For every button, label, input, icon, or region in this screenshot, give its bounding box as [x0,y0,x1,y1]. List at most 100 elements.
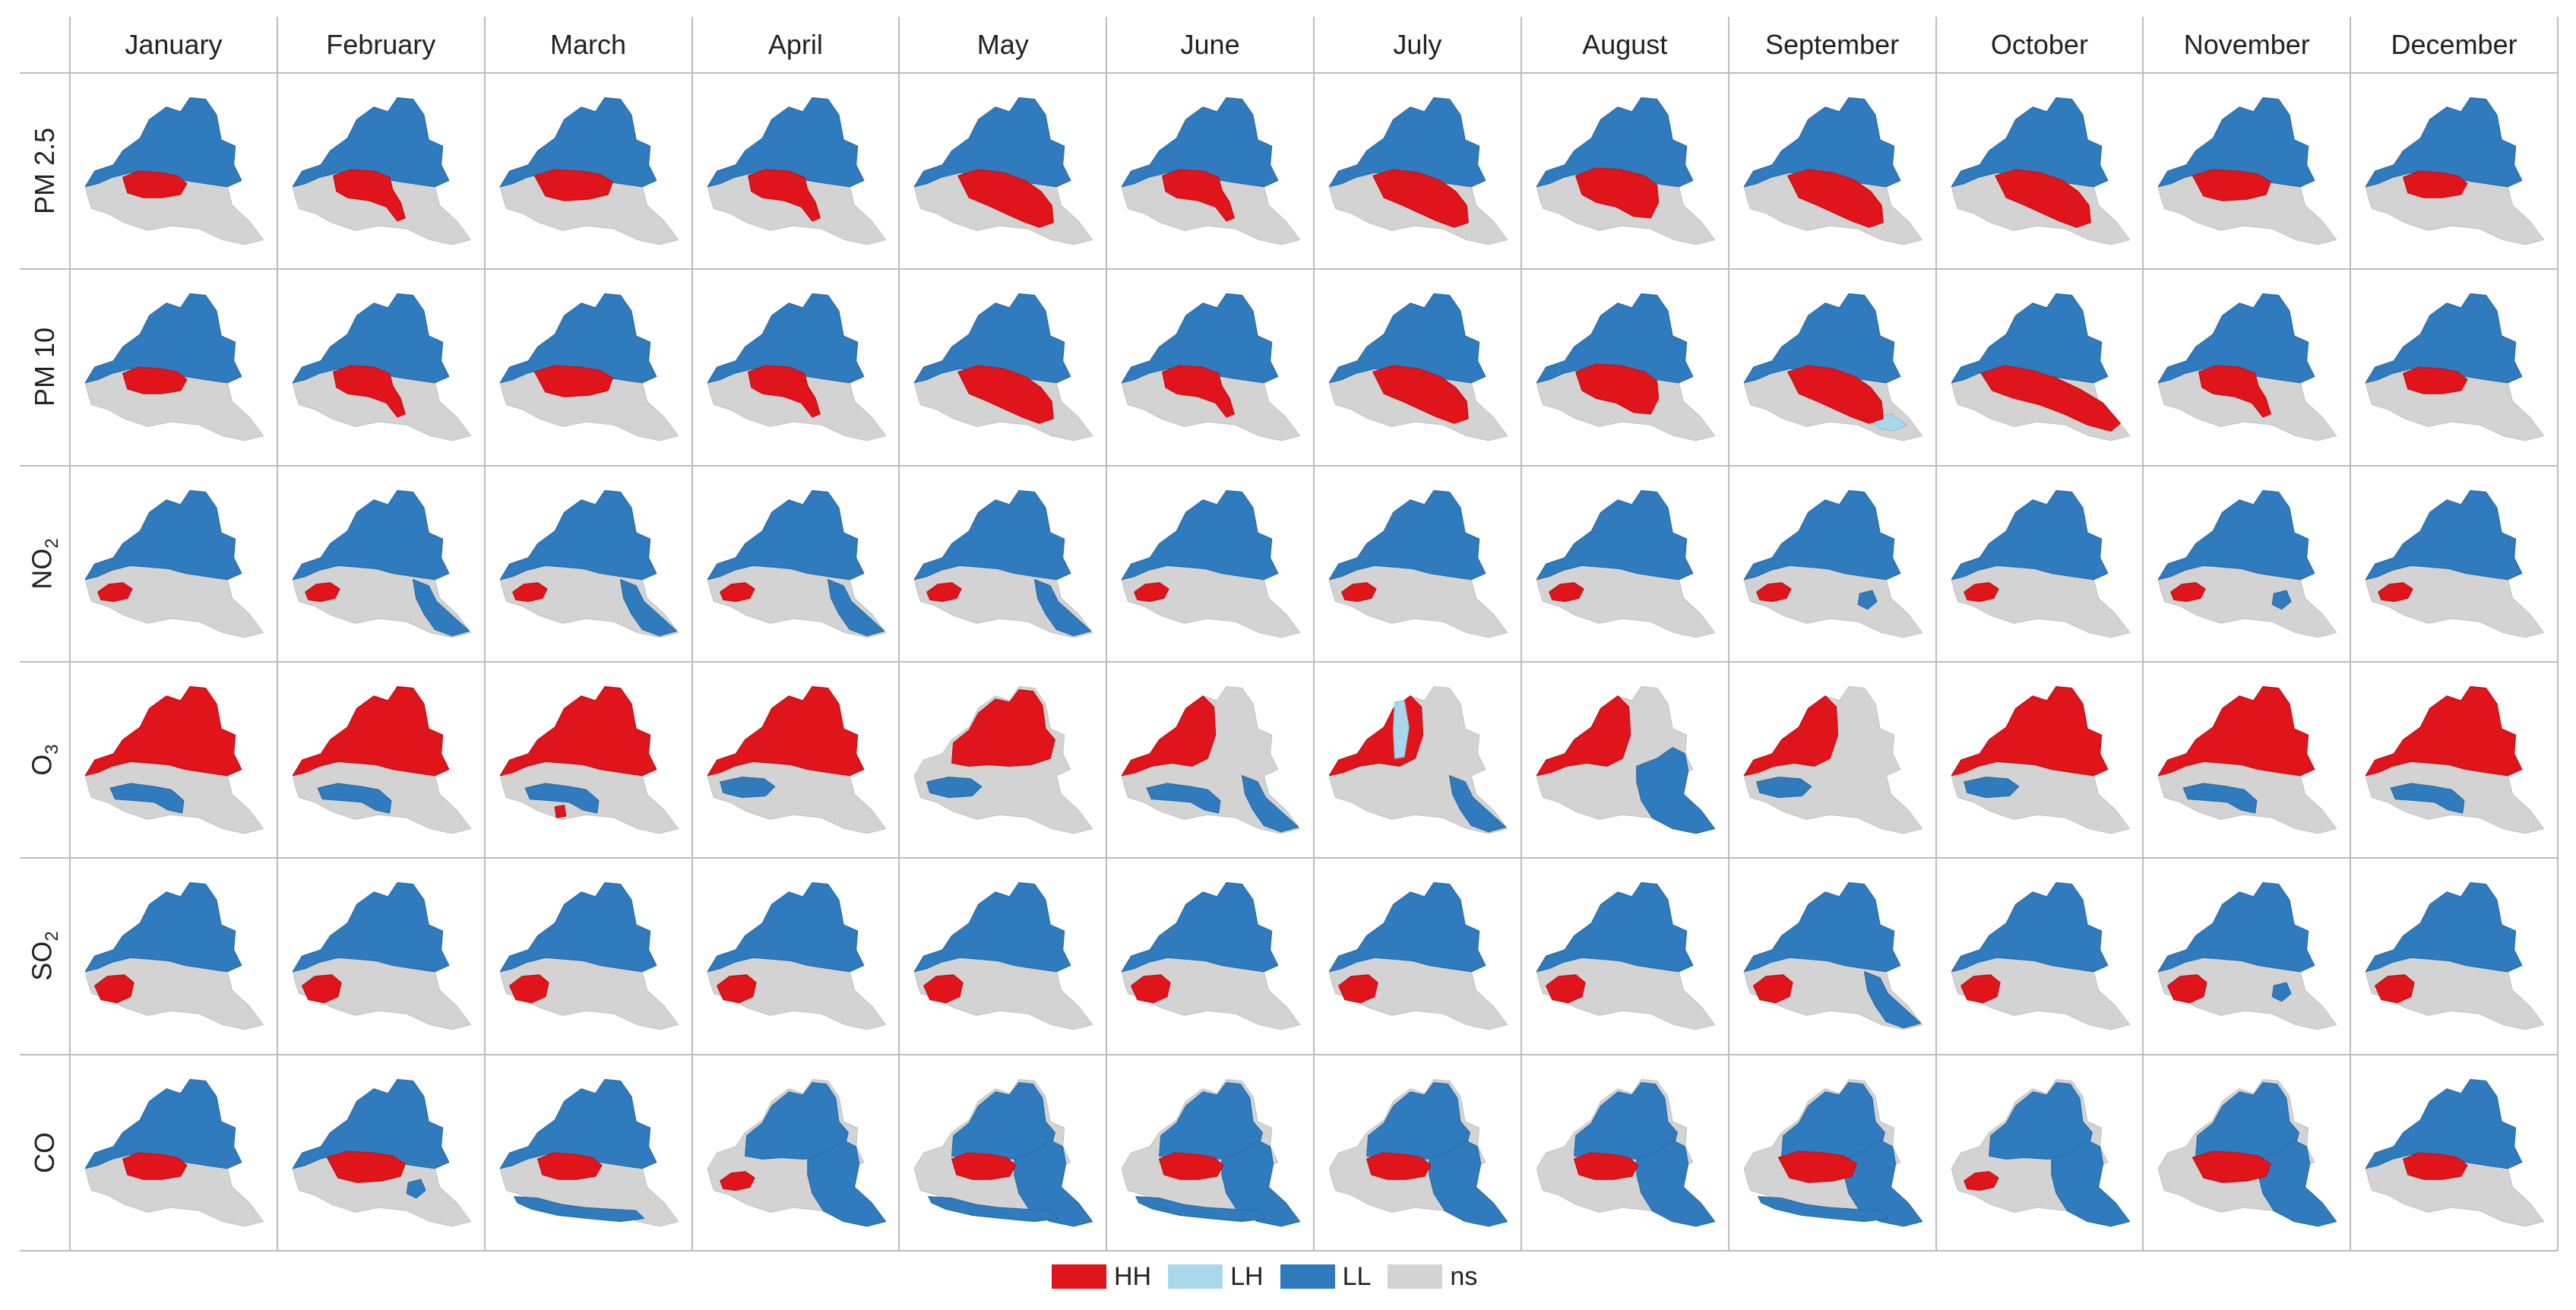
region-ll [827,578,885,636]
map-cell [905,472,1100,656]
lombardy-map [2365,97,2545,245]
month-label: May [976,29,1029,60]
map-cell [905,79,1100,263]
lombardy-map [84,97,264,245]
region-hh [332,365,406,418]
map-cell [283,472,479,656]
pollutant-label-text: SO2 [27,932,63,981]
region-ll [1221,1139,1301,1227]
legend-label: HH [1114,1261,1152,1291]
grid-vline [276,17,278,1251]
month-label: September [1765,29,1900,60]
map-cell [2149,79,2344,263]
lombardy-map [707,97,886,245]
region-hh [2198,365,2272,418]
grid-hline [20,661,2558,663]
region-hh [1545,974,1586,1004]
region-hh [122,366,188,395]
lombardy-map [499,1078,679,1227]
lombardy-map [2365,882,2545,1030]
region-ll [1536,882,1694,973]
region-ll [914,489,1071,580]
map-cell [2356,864,2552,1048]
region-hh [2167,974,2207,1004]
region-ll [1328,882,1486,973]
map-cell [76,864,271,1048]
lombardy-map [707,293,886,441]
region-hh [2403,1152,2468,1180]
pollutant-label: NO2 [20,466,70,662]
map-cell [1942,864,2138,1048]
lombardy-map [292,685,471,834]
lombardy-map [292,882,471,1030]
map-cell [2356,275,2552,459]
legend-item: LH [1168,1262,1264,1292]
map-cell [2149,472,2344,656]
region-hh [1574,167,1660,219]
region-ll [1951,489,2108,580]
legend: HH LH LL ns [1052,1255,1477,1298]
region-ll [1146,783,1221,814]
region-hh [1366,1152,1432,1180]
lombardy-map [2365,1078,2545,1227]
map-cell [2356,1061,2552,1245]
map-cell [1527,275,1723,459]
region-hh [1162,365,1236,418]
lombardy-map [2365,489,2545,638]
lombardy-map [914,489,1093,638]
region-hh [122,1152,188,1180]
pollutant-label: SO2 [20,858,70,1054]
region-hh [304,581,340,602]
region-hh [1777,1150,1857,1183]
lombardy-map [707,489,886,638]
lombardy-map [1121,685,1301,834]
map-cell [1942,472,2138,656]
region-ll [806,1139,886,1227]
region-ll [2365,489,2523,580]
region-ll [1843,1139,1923,1227]
region-ll [1242,775,1299,833]
lombardy-map [84,1078,264,1227]
region-ll [707,489,864,580]
region-ll [707,882,864,973]
lombardy-map [1328,882,1508,1030]
map-cell [1112,79,1308,263]
lombardy-map [914,882,1093,1030]
lombardy-map [1328,97,1508,245]
region-hh [1786,169,1884,228]
region-hh [957,169,1055,228]
grid-hline [20,857,2558,859]
region-hh [1960,974,2001,1004]
region-hh [747,169,821,222]
region-hh [1980,365,2121,432]
region-hh [951,1152,1017,1180]
map-cell [283,79,479,263]
pollutant-name: CO [29,1131,60,1173]
lombardy-map [292,97,471,245]
map-cell [283,1061,479,1245]
lombardy-map [84,685,264,834]
region-hh [1341,581,1377,602]
lombardy-map [2158,97,2337,245]
lombardy-map [1743,97,1923,245]
pollutant-label-text: O3 [27,744,63,775]
lombardy-map [2158,882,2337,1030]
region-hh [1755,581,1792,602]
region-hh [1573,1152,1639,1180]
region-ll [1448,775,1507,833]
region-hh [1372,365,1469,425]
region-ll [1429,1139,1508,1227]
map-cell [1527,668,1723,852]
grid-hline [20,72,2558,74]
region-hh [1121,695,1217,777]
region-hh [1574,363,1660,415]
region-ll [914,882,1071,973]
lombardy-map [84,293,264,441]
lombardy-map [84,489,264,638]
legend-swatch [1280,1264,1335,1289]
region-ll [1863,971,1921,1029]
region-ll [1636,1139,1715,1227]
month-label: December [2391,29,2517,60]
lombardy-map [1121,293,1301,441]
month-label: October [1990,29,2088,60]
